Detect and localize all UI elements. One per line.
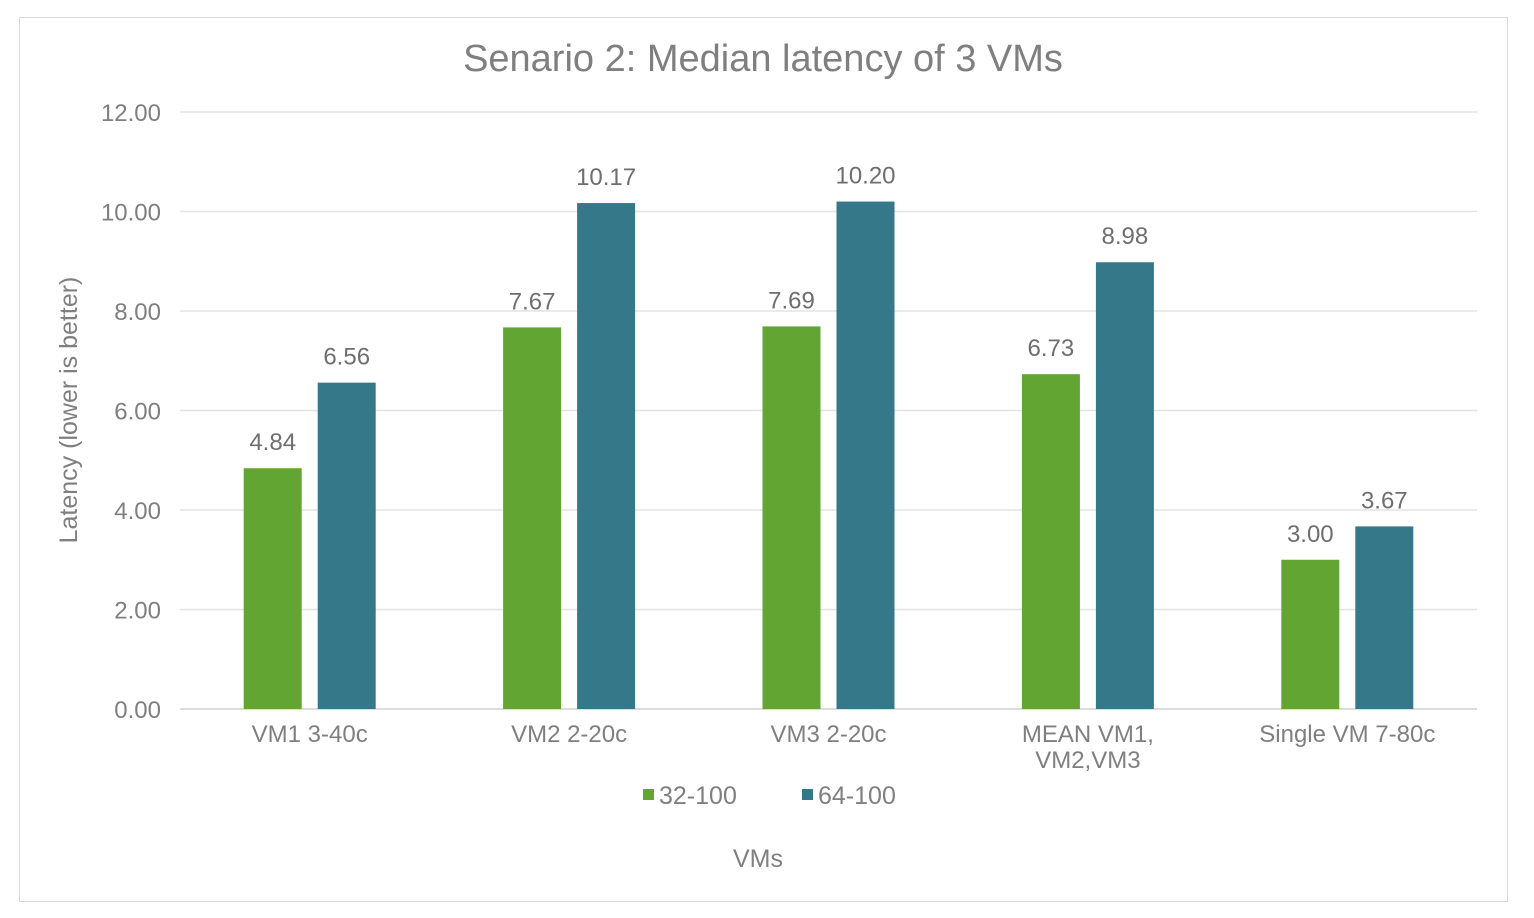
y-axis-ticks: 0.00 2.00 4.00 6.00 8.00 10.00 12.00 bbox=[101, 100, 161, 724]
bar-32-100-3 bbox=[1021, 374, 1080, 709]
bars bbox=[243, 201, 1414, 710]
bar-64-100-0 bbox=[317, 382, 376, 709]
bar-32-100-2 bbox=[762, 326, 821, 709]
y-tick-label: 4.00 bbox=[114, 498, 161, 525]
data-label: 10.20 bbox=[835, 163, 895, 190]
data-label: 7.69 bbox=[768, 287, 815, 314]
x-category-label: Single VM 7-80c bbox=[1259, 721, 1435, 748]
bar-32-100-4 bbox=[1281, 559, 1340, 709]
x-category-label: VM2 2-20c bbox=[511, 721, 627, 748]
y-tick-label: 6.00 bbox=[114, 399, 161, 426]
x-axis-title: VMs bbox=[733, 845, 783, 873]
bar-64-100-3 bbox=[1095, 262, 1154, 709]
x-category-label: VM3 2-20c bbox=[770, 721, 886, 748]
data-label: 3.00 bbox=[1287, 521, 1334, 548]
data-label: 6.56 bbox=[323, 344, 370, 371]
y-tick-label: 2.00 bbox=[114, 598, 161, 625]
legend-label: 32-100 bbox=[659, 782, 737, 810]
data-labels: 4.84 6.56 7.67 10.17 7.69 10.20 6.73 8.98 3.00 3.… bbox=[249, 163, 1407, 548]
y-tick-label: 0.00 bbox=[114, 697, 161, 724]
legend-label: 64-100 bbox=[818, 782, 896, 810]
data-label: 4.84 bbox=[249, 429, 296, 456]
gridlines bbox=[180, 111, 1477, 710]
data-label: 8.98 bbox=[1102, 223, 1149, 250]
data-label: 10.17 bbox=[576, 164, 636, 191]
y-axis-title: Latency (lower is better) bbox=[55, 277, 83, 544]
bar-64-100-4 bbox=[1355, 526, 1414, 709]
data-label: 3.67 bbox=[1361, 487, 1408, 514]
x-category-label: MEAN VM1, VM2,VM3 bbox=[1022, 721, 1154, 774]
x-axis-categories: VM1 3-40c VM2 2-20c VM3 2-20c MEAN VM1, VM2,… bbox=[252, 721, 1436, 774]
bar-64-100-1 bbox=[577, 203, 636, 710]
bar-64-100-2 bbox=[836, 201, 895, 710]
y-tick-label: 10.00 bbox=[101, 200, 161, 227]
legend-swatch bbox=[643, 789, 654, 800]
y-tick-label: 8.00 bbox=[114, 299, 161, 326]
chart-title: Senario 2: Median latency of 3 VMs bbox=[463, 38, 1063, 80]
data-label: 6.73 bbox=[1028, 335, 1075, 362]
y-tick-label: 12.00 bbox=[101, 100, 161, 127]
data-label: 7.67 bbox=[509, 288, 556, 315]
x-category-label: VM1 3-40c bbox=[252, 721, 368, 748]
bar-32-100-0 bbox=[243, 468, 302, 709]
legend: 32-100 64-100 bbox=[643, 782, 896, 810]
bar-32-100-1 bbox=[503, 327, 562, 709]
legend-swatch bbox=[802, 789, 813, 800]
